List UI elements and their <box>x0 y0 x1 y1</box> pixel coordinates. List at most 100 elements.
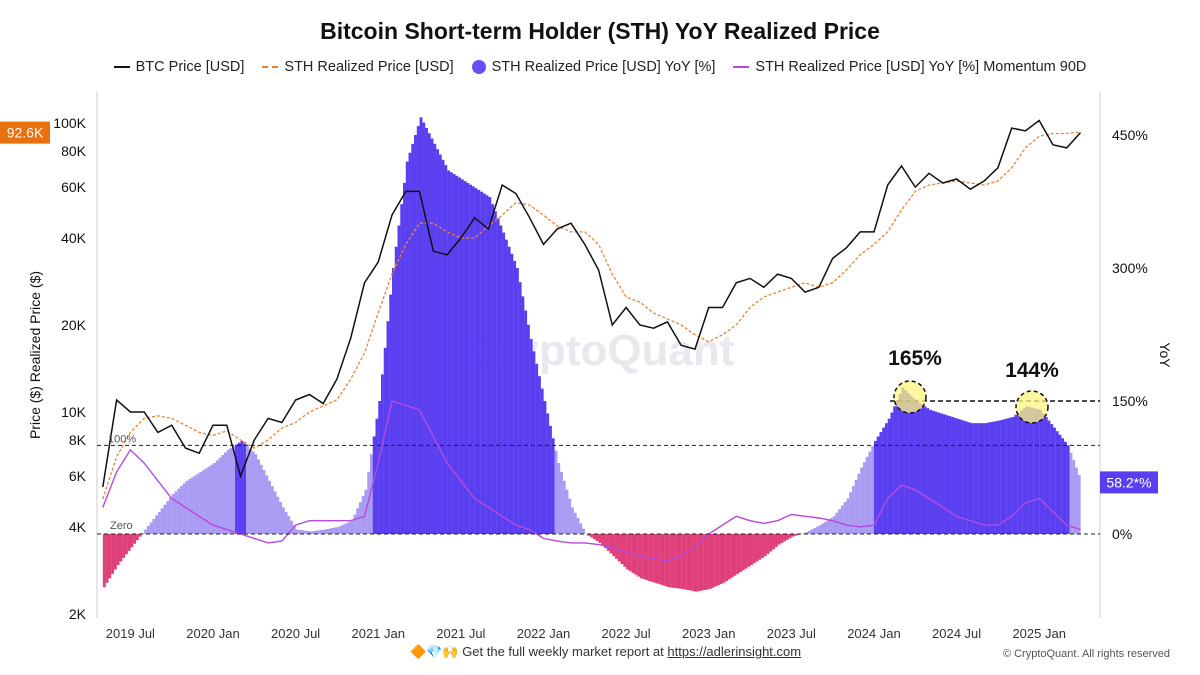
annotation-label: 165% <box>888 347 942 370</box>
yoy-bar <box>389 294 393 534</box>
yoy-bar <box>582 528 585 534</box>
yoy-bar <box>111 534 115 574</box>
footer-link[interactable]: https://adlerinsight.com <box>667 644 802 659</box>
yoy-bar <box>144 529 148 534</box>
yoy-bar <box>232 446 236 534</box>
yoy-bar <box>918 402 921 534</box>
yoy-bar <box>102 534 106 588</box>
yoy-bar <box>562 480 566 534</box>
yoy-bar <box>551 438 555 534</box>
x-tick-label: 2024 Jan <box>847 626 901 641</box>
yoy-bar <box>606 534 610 551</box>
yoy-bar <box>259 464 263 534</box>
legend-item-sth-realized-price[interactable]: STH Realized Price [USD] <box>262 59 454 75</box>
yoy-bar <box>105 534 109 583</box>
yoy-bar <box>970 423 974 534</box>
btc-price-tag <box>0 121 50 144</box>
yoy-bar <box>152 518 156 534</box>
yoy-bar <box>416 126 420 534</box>
yoy-bar <box>730 534 734 578</box>
yoy-bar <box>204 468 208 534</box>
yoy-bar <box>540 388 544 534</box>
y-right-tick-label: 0% <box>1112 526 1132 542</box>
yoy-bar <box>882 427 886 534</box>
yoy-bar <box>122 534 126 558</box>
yoy-bar <box>557 463 561 534</box>
yoy-bar <box>193 475 197 534</box>
yoy-bar <box>502 232 506 535</box>
yoy-bar <box>350 520 354 534</box>
yoy-bar <box>375 418 379 534</box>
yoy-bar <box>284 511 288 534</box>
yoy-bar <box>838 509 842 534</box>
y-left-tick-label: 80K <box>61 143 87 159</box>
yoy-bar <box>612 534 616 557</box>
yoy-bar <box>224 452 227 534</box>
yoy-bar <box>984 423 988 534</box>
yoy-bar <box>207 466 211 534</box>
copyright: © CryptoQuant. All rights reserved <box>1002 648 1170 660</box>
yoy-bar <box>455 175 459 534</box>
yoy-bar <box>157 511 161 534</box>
yoy-bar <box>436 149 439 535</box>
legend-item-sth-yoy-momentum[interactable]: STH Realized Price [USD] YoY [%] Momentu… <box>733 59 1086 75</box>
yoy-bar <box>270 486 274 534</box>
yoy-bar <box>573 512 577 534</box>
yoy-bar <box>920 404 924 534</box>
yoy-bar <box>254 454 258 534</box>
yoy-bar <box>694 534 698 592</box>
yoy-bar <box>948 416 952 534</box>
yoy-bar <box>127 534 131 551</box>
yoy-bar <box>339 525 343 534</box>
yoy-bar <box>177 488 181 534</box>
yoy-bar <box>414 135 417 534</box>
yoy-bar <box>816 526 820 534</box>
yoy-bar <box>884 423 888 534</box>
yoy-bar <box>763 534 767 557</box>
yoy-bar <box>565 489 569 534</box>
yoy-bar <box>166 501 170 534</box>
yoy-bar <box>306 530 310 534</box>
btc-price-line <box>102 119 1082 488</box>
yoy-bar <box>179 486 183 534</box>
yoy-bar <box>336 526 340 534</box>
yoy-bar <box>485 195 489 534</box>
yoy-bar <box>810 529 814 534</box>
yoy-bar <box>1044 416 1048 534</box>
yoy-bar <box>347 521 351 534</box>
yoy-bar <box>672 534 676 588</box>
yoy-bar <box>124 534 128 555</box>
yoy-bar <box>130 534 134 548</box>
legend-item-sth-yoy[interactable]: STH Realized Price [USD] YoY [%] <box>471 59 715 75</box>
yoy-bar <box>185 480 189 534</box>
yoy-bar <box>714 534 718 587</box>
yoy-bar <box>681 534 685 589</box>
line-swatch-icon <box>733 66 750 68</box>
yoy-bar <box>995 421 999 534</box>
yoy-bar <box>405 161 409 534</box>
100-percent-label: 100% <box>108 433 136 445</box>
yoy-bar <box>560 471 563 534</box>
yoy-bar <box>978 423 982 534</box>
yoy-bar <box>262 470 266 534</box>
yoy-bar <box>752 534 756 564</box>
yoy-bar <box>912 398 916 534</box>
yoy-bar <box>700 534 704 591</box>
yoy-bar <box>1017 412 1021 534</box>
yoy-bar <box>320 529 324 534</box>
yoy-bar <box>686 534 690 591</box>
yoy-bar <box>518 282 522 534</box>
yoy-bar <box>1008 417 1012 534</box>
yoy-bar <box>708 534 712 589</box>
legend-item-btc-price[interactable]: BTC Price [USD] <box>113 59 244 75</box>
yoy-bar <box>595 534 599 542</box>
yoy-bar <box>510 253 514 534</box>
yoy-bar <box>857 473 861 534</box>
yoy-bar <box>1041 413 1045 534</box>
yoy-bar <box>794 534 797 536</box>
yoy-bar <box>554 450 558 534</box>
yoy-bar <box>1063 441 1067 534</box>
yoy-bar <box>265 475 269 534</box>
yoy-bar <box>113 534 117 570</box>
yoy-bar <box>496 218 500 534</box>
